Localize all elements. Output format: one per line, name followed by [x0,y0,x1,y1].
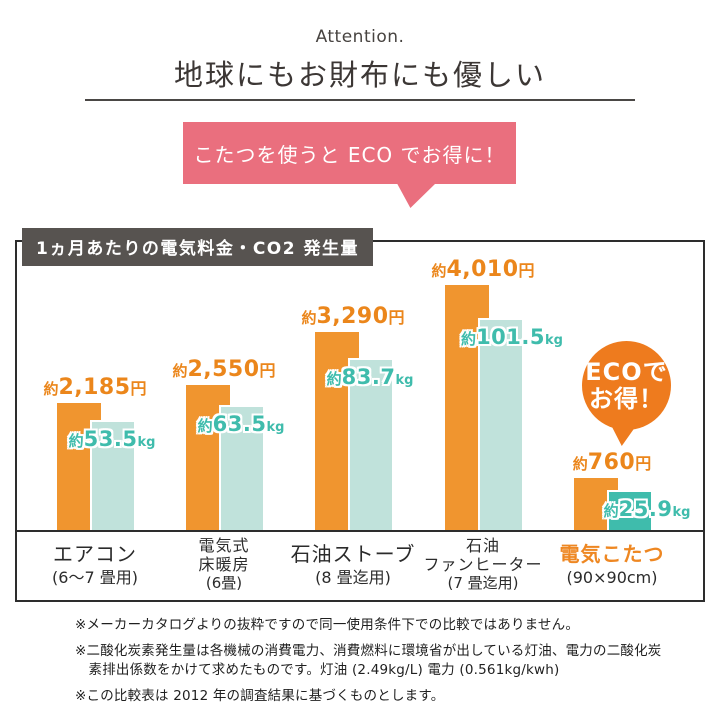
eco-badge-line1: ECOで [585,358,668,387]
cost-label-prefix: 約 [572,455,588,473]
cost-label-number: 2,550 [187,357,260,382]
co2-label-unit: kg [266,420,285,435]
bar-co2-2 [348,358,392,530]
x-axis-line [17,530,703,532]
cost-label-unit: 円 [388,308,405,327]
cost-label-3: 約4,010円 [431,257,534,282]
category-label-1: 電気式 床暖房 (6畳) [149,534,299,596]
cost-label-4: 約760円 [573,450,651,475]
cost-label-unit: 円 [635,454,652,473]
co2-label-number: 83.7 [341,365,396,389]
category-line-0-0: エアコン [53,541,137,566]
co2-label-unit: kg [545,333,563,348]
cost-label-2: 約3,290円 [301,304,404,329]
category-label-2: 石油ストーブ (8 畳迄用) [278,534,428,596]
category-label-0: エアコン (6～7 畳用) [20,534,170,596]
attention-eyebrow: Attention. [315,27,405,47]
callout-text: こたつを使うと ECO でお得に！ [193,142,506,167]
category-line-1-0: 電気式 [198,536,250,556]
cost-label-number: 4,010 [446,257,519,282]
cost-label-number: 3,290 [316,304,389,329]
footnote-1: ※二酸化炭素発生量は各機械の消費電力、消費燃料に環境省が出している灯油、電力の二… [75,642,662,679]
bar-co2-3 [478,318,522,530]
cost-label-unit: 円 [259,361,276,380]
cost-label-prefix: 約 [43,380,59,398]
bar-co2-1 [219,405,263,530]
category-line-1-1: 床暖房 [198,554,250,574]
co2-label-3: 約101.5kg [461,325,563,349]
cost-label-prefix: 約 [431,262,447,280]
co2-label-prefix: 約 [68,432,84,450]
footnote-0: ※メーカーカタログよりの抜粋ですので同一使用条件下での比較ではありません。 [75,617,580,633]
co2-label-4: 約25.9kg [604,497,691,521]
co2-label-0: 約53.5kg [69,427,156,451]
category-line-3-0: 石油 [465,536,500,556]
category-line-0-1: (6～7 畳用) [52,567,138,587]
category-line-3-1: ファンヒーター [423,554,543,574]
co2-label-unit: kg [672,505,691,520]
category-line-4-0: 電気こたつ [559,541,665,566]
cost-label-0: 約2,185円 [43,375,146,400]
co2-label-number: 53.5 [83,427,138,451]
co2-label-number: 63.5 [212,412,267,436]
co2-label-prefix: 約 [461,330,477,348]
cost-label-prefix: 約 [172,362,188,380]
callout-bubble-tail [396,183,436,208]
page-title: 地球にもお財布にも優しい [173,58,546,92]
cost-label-unit: 円 [518,261,535,280]
eco-badge-line2: お得！ [589,384,664,413]
cost-label-number: 760 [587,450,636,475]
category-line-2-1: (8 畳迄用) [315,567,391,587]
footnote-2: ※この比較表は 2012 年の調査結果に基づくものとします。 [75,687,445,704]
bar-co2-0 [90,420,134,530]
cost-label-unit: 円 [130,379,147,398]
co2-label-prefix: 約 [326,370,342,388]
co2-label-number: 101.5 [476,325,545,349]
co2-label-number: 25.9 [618,497,673,521]
co2-label-1: 約63.5kg [198,412,285,436]
footnotes: ※メーカーカタログよりの抜粋ですので同一使用条件下での比較ではありません。 ※二酸… [75,616,667,712]
co2-label-unit: kg [137,435,156,450]
co2-label-unit: kg [395,373,414,388]
co2-label-prefix: 約 [603,502,619,520]
chart-title: 1ヵ月あたりの電気料金・CO2 発生量 [22,228,374,266]
callout-bubble: こたつを使うと ECO でお得に！ [183,122,516,184]
bar-co2-4 [607,490,651,530]
cost-label-number: 2,185 [58,375,131,400]
category-line-1-2: (6畳) [205,574,243,593]
category-line-2-0: 石油ストーブ [290,541,416,566]
header-divider [85,99,635,101]
category-line-3-2: (7 畳迄用) [447,574,519,593]
category-line-4-1: (90×90cm) [566,567,658,587]
category-label-3: 石油 ファンヒーター (7 畳迄用) [408,534,558,596]
cost-label-prefix: 約 [301,309,317,327]
co2-label-prefix: 約 [197,417,213,435]
eco-badge: ECOで お得！ [582,341,671,430]
co2-label-2: 約83.7kg [327,365,414,389]
category-label-4: 電気こたつ (90×90cm) [537,534,687,596]
cost-label-1: 約2,550円 [172,357,275,382]
